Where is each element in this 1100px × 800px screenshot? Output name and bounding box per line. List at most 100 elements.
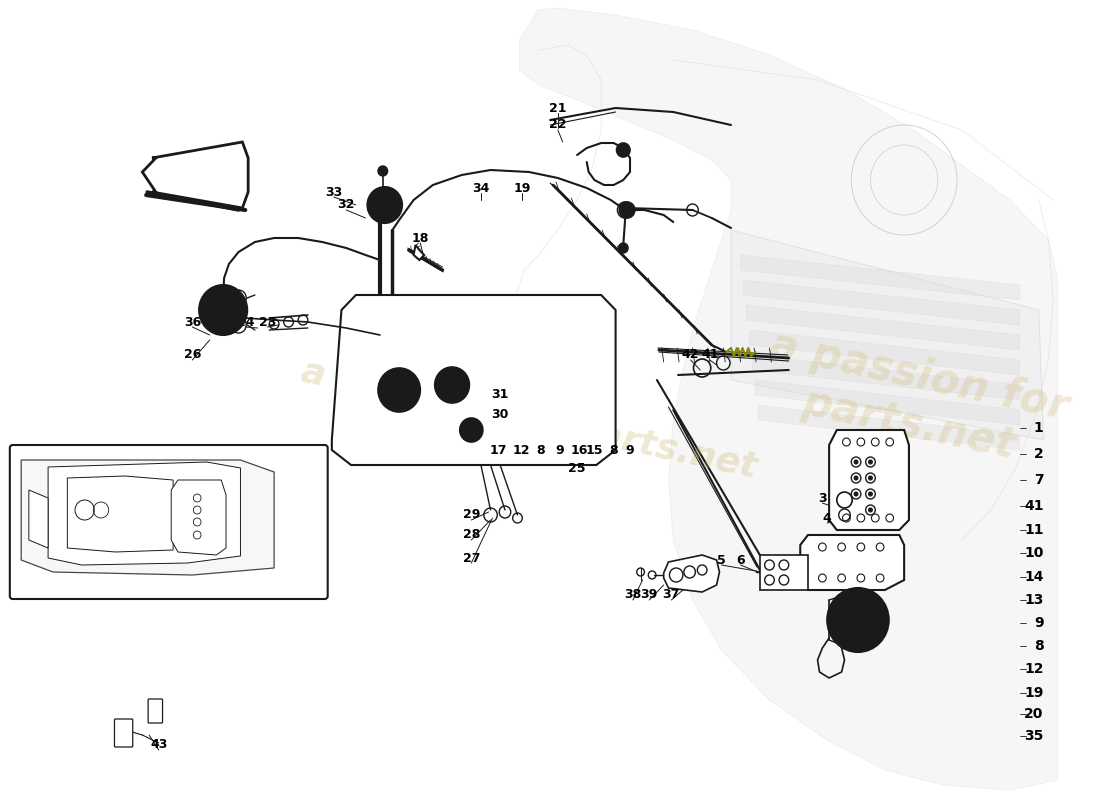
Circle shape (827, 588, 889, 652)
Text: 8: 8 (536, 443, 544, 457)
Circle shape (854, 492, 858, 496)
Text: 31: 31 (492, 389, 509, 402)
Text: 13: 13 (1024, 593, 1044, 607)
Text: 22: 22 (549, 118, 566, 131)
Text: 33: 33 (326, 186, 342, 198)
Circle shape (378, 166, 387, 176)
Text: 14: 14 (1024, 570, 1044, 584)
Text: 17: 17 (490, 443, 507, 457)
Polygon shape (749, 330, 1020, 375)
Text: 43: 43 (150, 738, 167, 751)
Text: 10: 10 (1024, 546, 1044, 560)
Text: 28: 28 (463, 529, 480, 542)
Text: 42: 42 (682, 349, 700, 362)
Polygon shape (758, 405, 1020, 450)
Polygon shape (744, 280, 1020, 325)
Text: 7: 7 (1034, 473, 1044, 487)
Circle shape (619, 202, 635, 218)
Circle shape (375, 195, 395, 215)
Polygon shape (755, 380, 1020, 425)
Text: 27: 27 (463, 551, 480, 565)
Text: 1: 1 (1034, 421, 1044, 435)
Circle shape (850, 612, 866, 628)
Polygon shape (519, 8, 1058, 790)
Text: 19: 19 (514, 182, 531, 194)
Text: 8: 8 (609, 443, 618, 457)
Polygon shape (752, 355, 1020, 400)
Text: 9: 9 (626, 443, 635, 457)
Text: 35: 35 (1024, 729, 1044, 743)
Circle shape (618, 243, 628, 253)
Text: 38: 38 (625, 589, 641, 602)
Text: 15: 15 (585, 443, 603, 457)
Polygon shape (332, 295, 616, 465)
Circle shape (869, 508, 872, 512)
Text: 9: 9 (556, 443, 564, 457)
Circle shape (869, 476, 872, 480)
FancyBboxPatch shape (148, 699, 163, 723)
Polygon shape (142, 142, 249, 208)
Text: 29: 29 (463, 509, 480, 522)
Circle shape (616, 143, 630, 157)
Circle shape (199, 285, 248, 335)
Text: 30: 30 (492, 409, 509, 422)
Text: 21: 21 (549, 102, 566, 114)
Text: a passion for
parts.net: a passion for parts.net (756, 324, 1072, 476)
Text: 5: 5 (717, 554, 726, 566)
Text: 2: 2 (1034, 447, 1044, 462)
Polygon shape (21, 460, 274, 575)
Text: 36: 36 (184, 315, 201, 329)
Text: 41: 41 (701, 349, 718, 362)
Polygon shape (760, 555, 808, 590)
Text: 3: 3 (818, 491, 827, 505)
Text: 4: 4 (823, 511, 832, 525)
Text: 37: 37 (662, 589, 680, 602)
Text: 32: 32 (338, 198, 355, 211)
Text: 12: 12 (513, 443, 530, 457)
Polygon shape (829, 430, 909, 530)
Circle shape (460, 418, 483, 442)
Polygon shape (48, 462, 241, 565)
Text: 18: 18 (411, 231, 429, 245)
Polygon shape (663, 555, 719, 592)
Text: 39: 39 (640, 589, 658, 602)
Text: 6: 6 (736, 554, 745, 566)
Text: 20: 20 (1024, 707, 1044, 722)
Circle shape (854, 460, 858, 464)
Polygon shape (747, 305, 1020, 350)
Text: 19: 19 (1024, 686, 1044, 700)
Polygon shape (732, 230, 1044, 440)
Polygon shape (29, 490, 48, 548)
FancyBboxPatch shape (114, 719, 133, 747)
Circle shape (209, 295, 238, 325)
Text: 34: 34 (472, 182, 490, 194)
Text: 12: 12 (1024, 662, 1044, 676)
Circle shape (378, 368, 420, 412)
Text: 40: 40 (464, 426, 482, 438)
Circle shape (434, 367, 470, 403)
Polygon shape (414, 245, 425, 260)
FancyBboxPatch shape (10, 445, 328, 599)
Circle shape (620, 147, 626, 153)
Text: 25: 25 (569, 462, 586, 474)
Polygon shape (147, 145, 245, 205)
Text: 11: 11 (1024, 522, 1044, 537)
Circle shape (465, 424, 477, 436)
Circle shape (869, 460, 872, 464)
Circle shape (869, 492, 872, 496)
Text: 35: 35 (208, 315, 226, 329)
Polygon shape (801, 535, 904, 590)
Circle shape (367, 187, 403, 223)
Polygon shape (740, 255, 1020, 300)
Text: 41: 41 (1024, 499, 1044, 514)
Text: 9: 9 (1034, 616, 1044, 630)
Text: 8: 8 (1034, 639, 1044, 654)
Text: a passion for parts.net: a passion for parts.net (298, 355, 760, 485)
Circle shape (854, 476, 858, 480)
Text: 26: 26 (184, 349, 201, 362)
Text: 16: 16 (570, 443, 587, 457)
Polygon shape (172, 480, 225, 555)
Text: 23: 23 (258, 315, 276, 329)
Text: 24: 24 (236, 315, 254, 329)
Polygon shape (67, 476, 173, 552)
